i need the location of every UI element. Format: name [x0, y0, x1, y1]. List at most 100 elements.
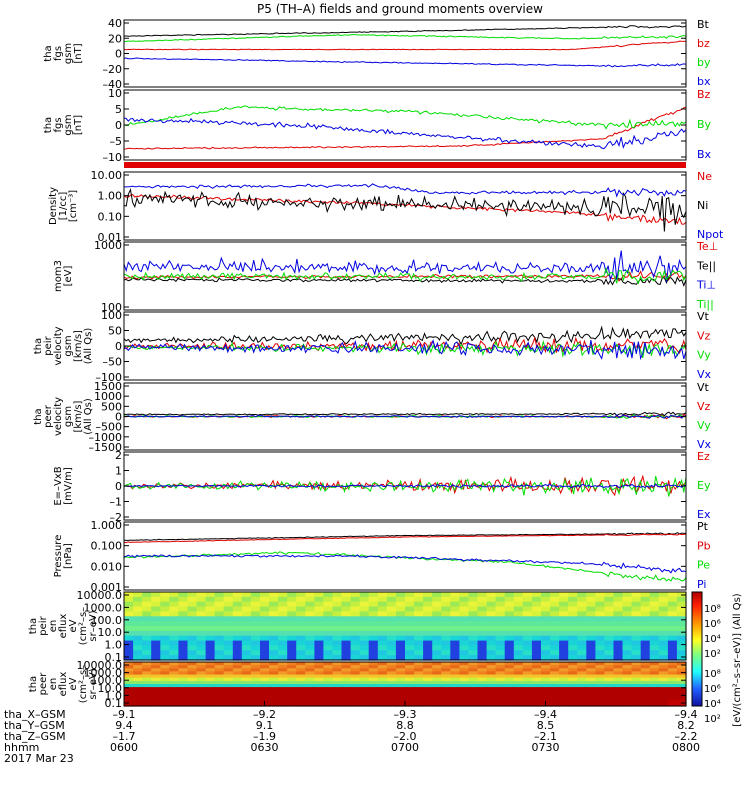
heatmap-cell [522, 601, 533, 608]
heatmap-cell [223, 699, 234, 704]
heatmap-cell [550, 601, 560, 608]
heatmap-cell [504, 674, 515, 679]
heatmap-cell [178, 665, 189, 669]
heatmap-cell [604, 674, 615, 679]
heatmap-cell [232, 696, 243, 701]
heatmap-cell [278, 616, 288, 622]
heatmap-cell [250, 674, 261, 679]
heatmap-cell [241, 635, 252, 642]
heatmap-cell [278, 611, 288, 617]
heatmap-cell [160, 671, 170, 676]
heatmap-cell [631, 696, 642, 701]
heatmap-cell [395, 668, 406, 672]
heatmap-cell [178, 650, 189, 656]
series-line-Ti|| [123, 267, 687, 285]
heatmap-cell [350, 650, 361, 656]
heatmap-cell [559, 606, 569, 613]
heatmap-cell [169, 690, 179, 694]
heatmap-cell [486, 626, 497, 632]
heatmap-cell [649, 640, 660, 647]
heatmap-cell [305, 690, 315, 694]
heatmap-cell [423, 677, 433, 682]
heatmap-cell [241, 601, 252, 608]
footer-row-label: tha_X–GSM [4, 708, 66, 721]
heatmap-cell [405, 699, 415, 704]
heatmap-cell [368, 640, 379, 647]
heatmap-cell [531, 677, 542, 682]
heatmap-cell [196, 696, 207, 701]
heatmap-cell [559, 702, 569, 707]
heatmap-cell [377, 693, 388, 698]
legend-entry: Ni [697, 199, 708, 212]
heatmap-cell [613, 690, 624, 694]
heatmap-cell [504, 671, 515, 676]
heatmap-cell [622, 687, 633, 691]
heatmap-cell [513, 606, 524, 613]
heatmap-cell [269, 674, 279, 679]
heatmap-cell [604, 601, 615, 608]
heatmap-cell [368, 655, 379, 661]
heatmap-cell [423, 690, 433, 694]
heatmap-cell [622, 699, 633, 704]
heatmap-cell [676, 674, 687, 679]
heatmap-cell [468, 674, 479, 679]
heatmap-cell [414, 684, 424, 688]
heatmap-cell [187, 671, 198, 676]
heatmap-cell [676, 635, 687, 642]
heatmap-cell [232, 606, 243, 613]
heatmap-cell [631, 665, 642, 669]
heatmap-cell [124, 650, 134, 656]
heatmap-cell [169, 699, 179, 704]
y-axis-label: sr–eV) [88, 610, 99, 641]
heatmap-cell [305, 702, 315, 707]
heatmap-cell [631, 592, 642, 598]
heatmap-cell [414, 690, 424, 694]
heatmap-cell [341, 702, 352, 707]
heatmap-cell [377, 680, 388, 685]
heatmap-cell [640, 635, 651, 642]
heatmap-cell [178, 696, 189, 701]
legend-entry: Vx [697, 438, 712, 451]
heatmap-cell [250, 671, 261, 676]
colorbar-tick-label: 10⁶ [704, 619, 721, 630]
heatmap-cell [631, 668, 642, 672]
heatmap-cell [314, 674, 325, 679]
heatmap-cell [613, 684, 624, 688]
heatmap-cell [260, 611, 270, 617]
heatmap-cell [260, 677, 270, 682]
heatmap-cell [441, 684, 451, 688]
heatmap-cell [151, 640, 161, 647]
heatmap-cell [414, 702, 424, 707]
heatmap-cell [631, 596, 642, 603]
y-axis-label: (cm²–s– [78, 607, 89, 645]
heatmap-cell [504, 640, 515, 647]
heatmap-cell [586, 690, 596, 694]
heatmap-cell [278, 606, 288, 613]
heatmap-cell [332, 655, 343, 661]
heatmap-cell [477, 650, 488, 656]
heatmap-cell [541, 687, 551, 691]
heatmap-cell [124, 668, 134, 672]
heatmap-cell [414, 693, 424, 698]
heatmap-cell [341, 596, 352, 603]
heatmap-cell [377, 655, 388, 661]
heatmap-cell [504, 630, 515, 637]
heatmap-cell [495, 640, 506, 647]
heatmap-cell [151, 690, 161, 694]
heatmap-cell [531, 699, 542, 704]
heatmap-cell [223, 640, 234, 647]
heatmap-cell [667, 680, 678, 685]
heatmap-cell [613, 606, 624, 613]
heatmap-cell [649, 621, 660, 627]
heatmap-cell [541, 606, 551, 613]
heatmap-cell [124, 611, 134, 617]
heatmap-cell [368, 650, 379, 656]
heatmap-cell [450, 596, 460, 603]
heatmap-cell [296, 668, 306, 672]
y-axis-label: sr–eV) [88, 668, 99, 699]
heatmap-cell [151, 668, 161, 672]
heatmap-cell [260, 650, 270, 656]
heatmap-cell [522, 655, 533, 661]
heatmap-cell [241, 626, 252, 632]
